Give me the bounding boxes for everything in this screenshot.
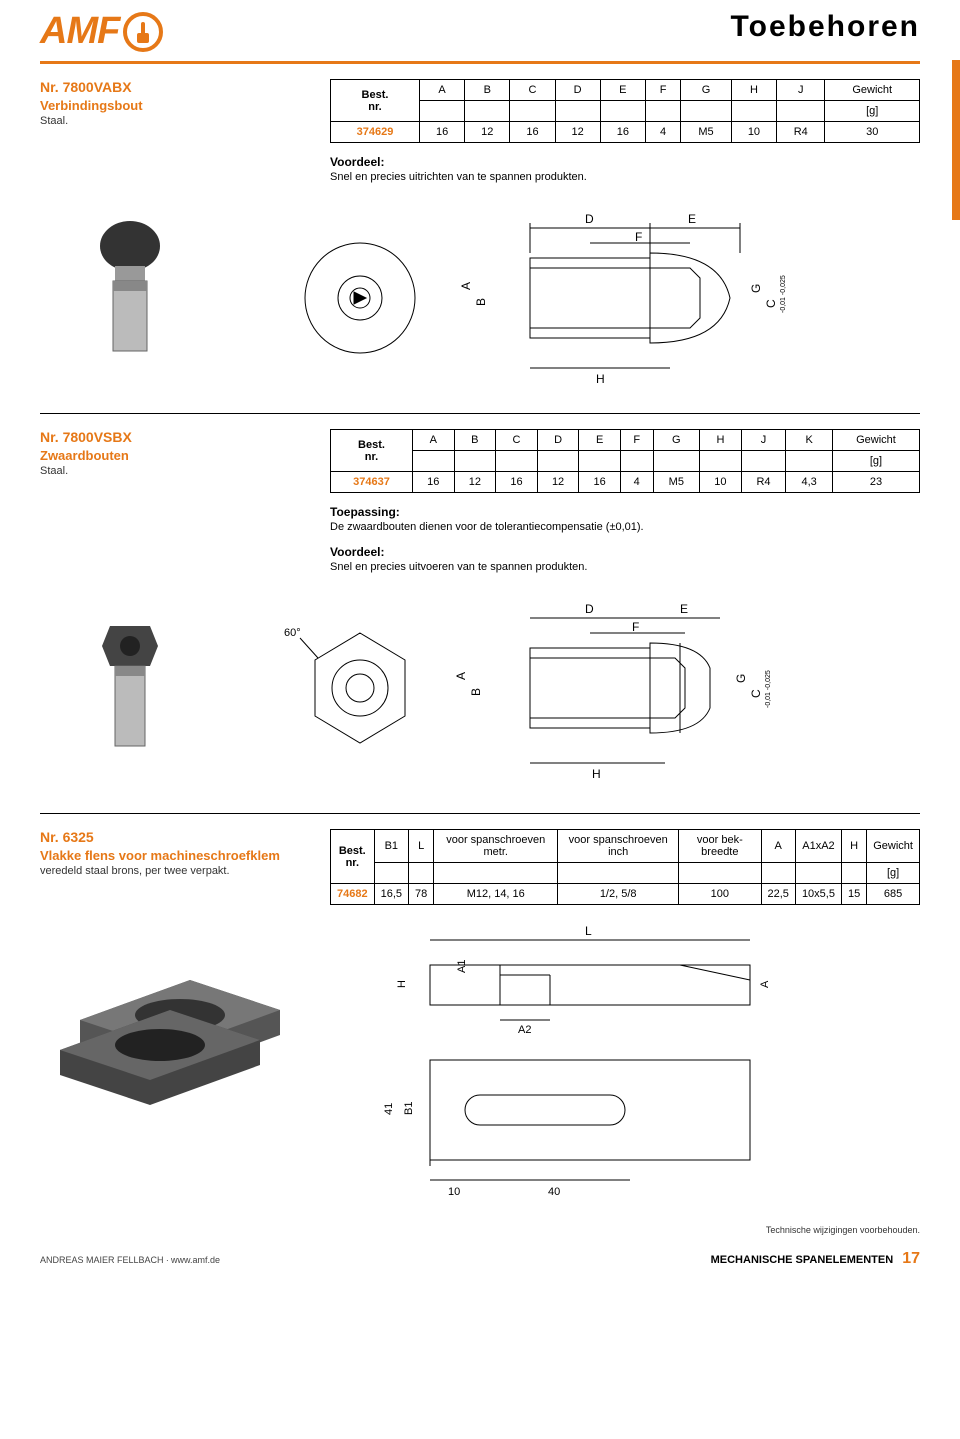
section-7800VABX: Nr. 7800VABX Verbindingsbout Staal. Best… bbox=[40, 79, 920, 393]
logo-text: AMF bbox=[40, 10, 119, 53]
product-photo bbox=[40, 611, 220, 771]
separator bbox=[40, 813, 920, 814]
svg-text:G: G bbox=[749, 284, 763, 293]
data-table: Best. nr. A B C D E F G H J K Gewicht bbox=[330, 429, 920, 493]
logo: AMF bbox=[40, 10, 163, 53]
svg-text:41: 41 bbox=[383, 1103, 395, 1115]
page-title: Toebehoren bbox=[731, 10, 920, 44]
svg-text:A: A bbox=[759, 980, 771, 988]
note-block: Voordeel: Snel en precies uitvoeren van … bbox=[330, 545, 920, 573]
section-desc: Staal. bbox=[40, 115, 330, 127]
svg-text:60°: 60° bbox=[284, 627, 301, 639]
tech-note: Technische wijzigingen voorbehouden. bbox=[40, 1225, 920, 1235]
table-unit-row: [g] bbox=[331, 863, 920, 884]
separator bbox=[40, 413, 920, 414]
svg-text:C: C bbox=[764, 299, 778, 308]
svg-text:D: D bbox=[585, 212, 594, 226]
section-desc: Staal. bbox=[40, 465, 330, 477]
svg-text:B: B bbox=[474, 298, 488, 306]
table-unit-row: [g] bbox=[331, 101, 920, 122]
table-row: 74682 16,5 78 M12, 14, 16 1/2, 5/8 100 2… bbox=[331, 884, 920, 905]
row-label: Best. nr. bbox=[331, 80, 420, 122]
title-underline bbox=[40, 61, 920, 64]
svg-text:F: F bbox=[632, 620, 639, 634]
svg-text:H: H bbox=[592, 767, 601, 781]
table-header-row: Best. nr. B1 L voor spanschroeven metr. … bbox=[331, 830, 920, 863]
svg-text:-0,01 -0,025: -0,01 -0,025 bbox=[780, 275, 787, 313]
product-photo bbox=[40, 216, 220, 376]
svg-text:H: H bbox=[596, 372, 605, 386]
svg-text:10: 10 bbox=[448, 1186, 460, 1198]
data-table: Best. nr. B1 L voor spanschroeven metr. … bbox=[330, 829, 920, 905]
section-7800VSBX: Nr. 7800VSBX Zwaardbouten Staal. Best. n… bbox=[40, 429, 920, 793]
svg-text:A: A bbox=[459, 282, 473, 290]
footer: ANDREAS MAIER FELLBACH ∙ www.amf.de MECH… bbox=[40, 1250, 920, 1268]
svg-text:F: F bbox=[635, 230, 642, 244]
svg-text:B1: B1 bbox=[403, 1102, 415, 1115]
note-block: Toepassing: De zwaardbouten dienen voor … bbox=[330, 505, 920, 533]
product-photo bbox=[40, 920, 300, 1140]
technical-drawing: D E F A B G C H -0,01 -0,025 bbox=[270, 198, 920, 393]
section-subtitle: Verbindingsbout bbox=[40, 98, 330, 113]
section-subtitle: Zwaardbouten bbox=[40, 448, 330, 463]
footer-left: ANDREAS MAIER FELLBACH ∙ www.amf.de bbox=[40, 1255, 220, 1265]
data-table: Best. nr. A B C D E F G H J Gewicht bbox=[330, 79, 920, 143]
table-row: 374629 16 12 16 12 16 4 M5 10 R4 30 bbox=[331, 122, 920, 143]
page-number: 17 bbox=[902, 1250, 920, 1267]
technical-drawing: L H A1 A2 A bbox=[350, 920, 920, 1205]
note-block: Voordeel: Snel en precies uitrichten van… bbox=[330, 155, 920, 183]
svg-text:L: L bbox=[585, 924, 592, 938]
svg-text:C: C bbox=[749, 689, 763, 698]
svg-text:40: 40 bbox=[548, 1186, 560, 1198]
footer-right: MECHANISCHE SPANELEMENTEN 17 bbox=[711, 1250, 920, 1268]
section-6325: Nr. 6325 Vlakke flens voor machineschroe… bbox=[40, 829, 920, 1205]
technical-drawing: 60° D E F A B G bbox=[270, 588, 920, 793]
logo-icon bbox=[123, 12, 163, 52]
table-header-row: Best. nr. A B C D E F G H J Gewicht bbox=[331, 80, 920, 101]
section-subtitle: Vlakke flens voor machineschroefklem bbox=[40, 848, 330, 863]
svg-text:A: A bbox=[454, 672, 468, 680]
svg-text:H: H bbox=[396, 980, 408, 988]
section-title: Nr. 7800VABX bbox=[40, 79, 330, 95]
side-stripe bbox=[952, 60, 960, 220]
table-row: 374637 16 12 16 12 16 4 M5 10 R4 4,3 23 bbox=[331, 472, 920, 493]
svg-text:E: E bbox=[688, 212, 696, 226]
section-desc: veredeld staal brons, per twee verpakt. bbox=[40, 865, 330, 877]
svg-text:D: D bbox=[585, 602, 594, 616]
section-title: Nr. 7800VSBX bbox=[40, 429, 330, 445]
svg-text:G: G bbox=[734, 674, 748, 683]
table-unit-row: [g] bbox=[331, 451, 920, 472]
svg-text:A2: A2 bbox=[518, 1024, 531, 1036]
svg-text:-0,01 -0,025: -0,01 -0,025 bbox=[765, 670, 772, 708]
svg-text:B: B bbox=[469, 688, 483, 696]
svg-text:A1: A1 bbox=[456, 960, 468, 973]
table-header-row: Best. nr. A B C D E F G H J K Gewicht bbox=[331, 430, 920, 451]
section-title: Nr. 6325 bbox=[40, 829, 330, 845]
svg-text:E: E bbox=[680, 602, 688, 616]
